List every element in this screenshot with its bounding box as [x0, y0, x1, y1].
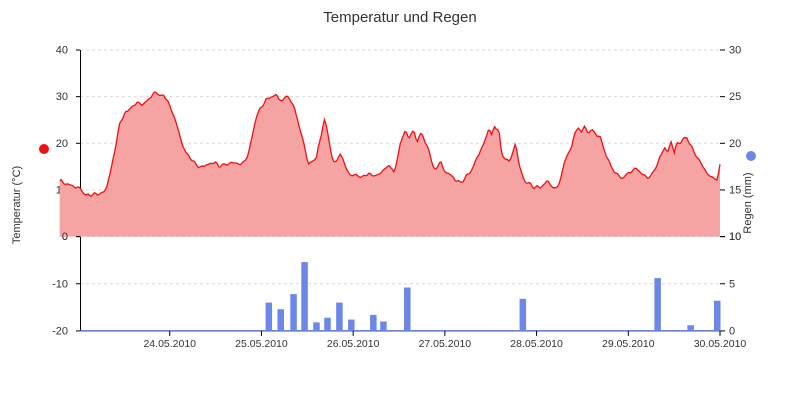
svg-text:15: 15	[729, 184, 741, 196]
svg-text:0: 0	[62, 231, 68, 243]
svg-text:40: 40	[56, 45, 68, 57]
svg-text:28.05.2010: 28.05.2010	[510, 338, 563, 350]
svg-text:25: 25	[729, 91, 741, 103]
svg-text:0: 0	[729, 325, 735, 337]
svg-text:27.05.2010: 27.05.2010	[419, 338, 472, 350]
svg-text:20: 20	[56, 138, 68, 150]
svg-text:20: 20	[729, 138, 741, 150]
svg-text:5: 5	[729, 278, 735, 290]
svg-text:25.05.2010: 25.05.2010	[235, 338, 288, 350]
svg-text:-20: -20	[52, 325, 68, 337]
svg-text:-10: -10	[52, 278, 68, 290]
svg-text:30: 30	[56, 91, 68, 103]
svg-text:Temperatur und Regen: Temperatur und Regen	[323, 9, 476, 26]
svg-text:10: 10	[729, 231, 741, 243]
svg-text:Regen (mm): Regen (mm)	[742, 172, 754, 233]
svg-text:30: 30	[729, 45, 741, 57]
svg-text:Temperatur (°C): Temperatur (°C)	[11, 166, 23, 244]
svg-text:26.05.2010: 26.05.2010	[327, 338, 380, 350]
svg-text:29.05.2010: 29.05.2010	[602, 338, 655, 350]
svg-text:30.05.2010: 30.05.2010	[694, 338, 747, 350]
svg-text:24.05.2010: 24.05.2010	[143, 338, 196, 350]
